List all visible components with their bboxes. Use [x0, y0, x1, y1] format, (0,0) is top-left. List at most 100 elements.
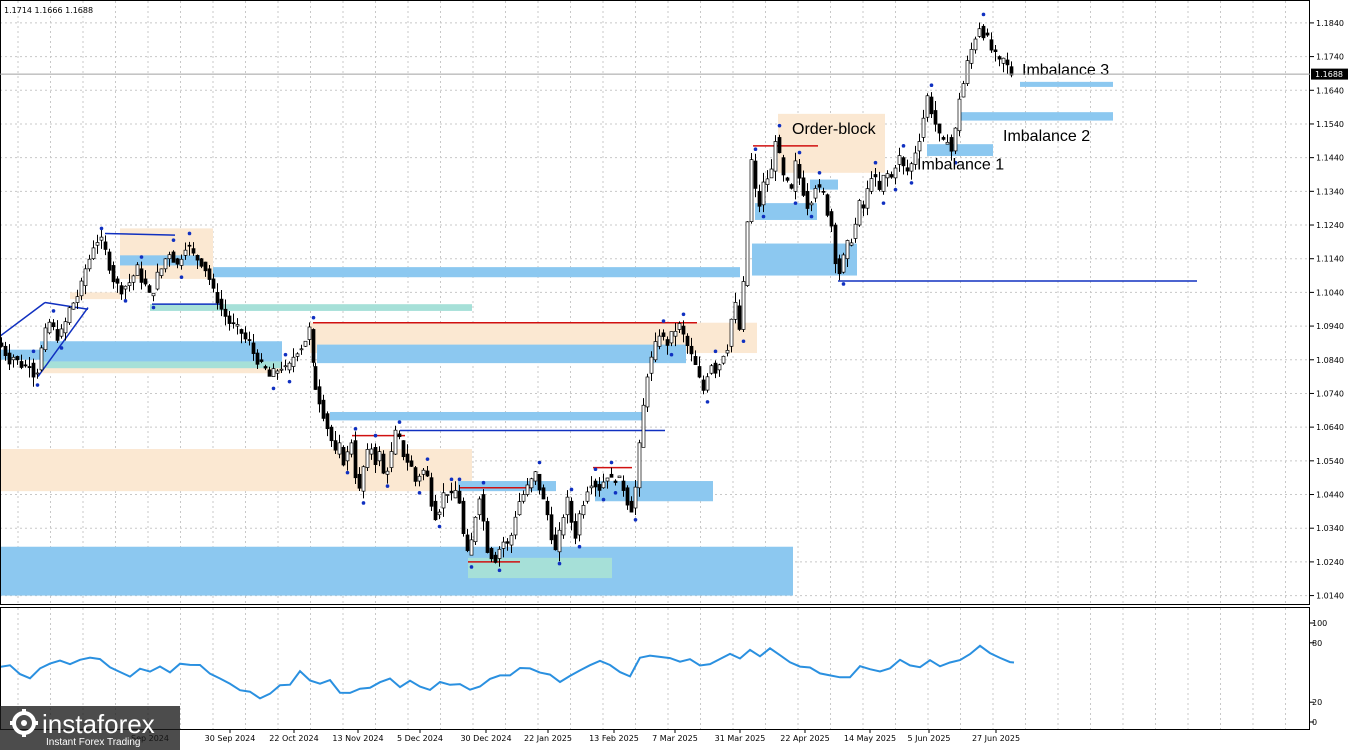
osc-tick-label: 20: [1312, 698, 1322, 707]
candle-body: [429, 477, 434, 507]
y-tick-label: 1.0840: [1316, 356, 1344, 365]
swing-high-marker: [797, 150, 802, 155]
candle-body: [31, 362, 36, 378]
zone-annotation: Imbalance 3: [1022, 62, 1109, 79]
swing-low-marker: [385, 484, 390, 488]
swing-low-marker: [123, 299, 128, 303]
x-tick-label: 30 Sep 2024: [205, 734, 256, 743]
candle-body: [661, 332, 666, 337]
candle-body: [39, 347, 44, 371]
candle-body: [649, 356, 654, 374]
candle-body: [741, 281, 746, 330]
candle-body: [845, 240, 850, 260]
x-tick-label: 22 Jan 2025: [524, 734, 572, 743]
candle-body: [143, 278, 148, 285]
candle-body: [47, 321, 52, 334]
swing-high-marker: [817, 171, 822, 175]
candle-body: [199, 258, 204, 267]
candle-body: [669, 331, 674, 344]
y-tick-label: 1.0740: [1316, 389, 1344, 398]
candle-body: [11, 356, 16, 361]
level-line: [0, 301, 46, 337]
candle-body: [267, 369, 272, 377]
candle-body: [115, 278, 120, 284]
zone-rect: [330, 411, 645, 421]
y-tick-label: 1.1240: [1316, 221, 1344, 230]
swing-low-marker: [497, 568, 502, 573]
candle-body: [405, 453, 410, 463]
zone-rect: [150, 267, 740, 278]
swing-high-marker: [171, 238, 176, 242]
candle-body: [509, 534, 514, 546]
zone-annotation: Imbalance 2: [1003, 128, 1090, 145]
candle-body: [837, 258, 842, 274]
candle-body: [549, 514, 554, 541]
x-tick-label: 13 Nov 2024: [332, 734, 383, 743]
logo-brand: instaforex: [42, 709, 155, 739]
candle-body: [857, 200, 862, 226]
y-tick-label: 1.1040: [1316, 288, 1344, 297]
candle-body: [175, 258, 180, 265]
candle-body: [295, 353, 300, 357]
candle-body: [311, 329, 316, 363]
swing-high-marker: [51, 309, 56, 313]
candle-body: [681, 325, 686, 335]
candle-body: [665, 339, 670, 346]
swing-high-marker: [981, 12, 986, 17]
swing-low-marker: [287, 379, 292, 384]
candle-body: [425, 470, 430, 477]
annotations: Order-block Imbalance 1 Imbalance 2 Imbalan…: [792, 62, 1109, 173]
candle-body: [325, 413, 330, 430]
candle-body: [361, 466, 366, 492]
candle-body: [697, 366, 702, 378]
candle-body: [969, 49, 974, 64]
candle-body: [393, 429, 398, 455]
candle-body: [1001, 57, 1006, 64]
candle-body: [63, 321, 68, 334]
candle-body: [465, 534, 470, 551]
candle-body: [457, 490, 462, 504]
candle-body: [821, 190, 826, 193]
x-tick-label: 7 Mar 2025: [652, 734, 698, 743]
swing-low-marker: [909, 181, 914, 185]
zone-rect: [927, 144, 993, 156]
candle-body: [865, 188, 870, 209]
candle-body: [593, 480, 598, 488]
candle-body: [889, 174, 894, 178]
oscillator-pane-frame: [0, 607, 1310, 730]
swing-high-marker: [681, 312, 686, 317]
candle-body: [377, 451, 382, 462]
candle-body: [877, 180, 882, 190]
candle-body: [223, 308, 228, 317]
candle-body: [489, 548, 494, 560]
candle-body: [553, 534, 558, 551]
candle-body: [1009, 66, 1014, 76]
candle-body: [809, 202, 814, 206]
candle-body: [163, 258, 168, 270]
candle-body: [409, 460, 414, 467]
candle-body: [365, 449, 370, 468]
candle-body: [993, 49, 998, 52]
swing-low-marker: [793, 201, 798, 205]
candle-body: [67, 307, 72, 324]
candle-body: [641, 404, 646, 448]
candle-body: [83, 268, 88, 287]
candle-body: [7, 352, 12, 365]
candle-body: [565, 496, 570, 516]
zone-rect: [755, 203, 817, 220]
candle-body: [657, 335, 662, 347]
zones: [0, 81, 1113, 596]
candle-body: [981, 25, 986, 39]
candle-body: [469, 539, 474, 556]
candle-body: [477, 498, 482, 516]
swing-low-marker: [437, 524, 442, 529]
candle-body: [873, 174, 878, 178]
candle-body: [769, 168, 774, 179]
swing-low-marker: [577, 544, 582, 549]
candle-body: [449, 490, 454, 494]
candle-body: [1005, 59, 1010, 66]
candle-body: [849, 242, 854, 246]
candle-body: [901, 157, 906, 167]
candle-body: [761, 181, 766, 206]
